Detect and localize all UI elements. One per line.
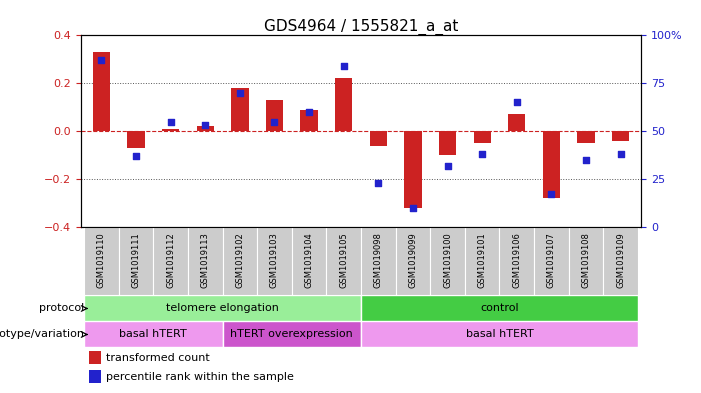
Bar (534, 227, 569, 296)
Bar (222, 227, 257, 296)
Bar (118, 227, 154, 296)
Bar (89, 370, 102, 383)
Point (130, 153, 142, 159)
Point (477, 151, 488, 157)
Text: genotype/variation: genotype/variation (0, 329, 84, 340)
Point (269, 118, 280, 125)
Bar (543, 131, 560, 198)
Text: GSM1019107: GSM1019107 (547, 233, 556, 288)
Bar (188, 227, 222, 296)
Text: transformed count: transformed count (106, 353, 210, 363)
Bar (154, 227, 188, 296)
Text: GSM1019108: GSM1019108 (582, 233, 590, 288)
Point (96, 57, 107, 63)
Text: GSM1019111: GSM1019111 (132, 233, 140, 288)
Bar (301, 110, 318, 131)
Text: GSM1019106: GSM1019106 (512, 233, 522, 288)
Title: GDS4964 / 1555821_a_at: GDS4964 / 1555821_a_at (264, 19, 458, 35)
Bar (361, 227, 395, 296)
Bar (569, 227, 604, 296)
Text: GSM1019112: GSM1019112 (166, 233, 175, 288)
Text: GSM1019098: GSM1019098 (374, 233, 383, 288)
Bar (508, 114, 526, 131)
Point (580, 157, 592, 163)
Point (546, 191, 557, 198)
Text: GSM1019099: GSM1019099 (409, 233, 417, 288)
Point (442, 163, 453, 169)
Point (511, 99, 522, 106)
Bar (84, 227, 118, 296)
Bar (231, 88, 249, 131)
Text: GSM1019113: GSM1019113 (200, 233, 210, 288)
Text: telomere elongation: telomere elongation (166, 303, 279, 314)
Bar (162, 129, 179, 131)
Bar (578, 131, 594, 143)
Bar (361, 321, 638, 347)
Bar (84, 321, 222, 347)
Bar (327, 227, 361, 296)
Text: control: control (480, 303, 519, 314)
Point (407, 205, 418, 211)
Text: GSM1019100: GSM1019100 (443, 233, 452, 288)
Bar (404, 131, 421, 208)
Bar (439, 131, 456, 155)
Text: GSM1019102: GSM1019102 (236, 233, 245, 288)
Text: GSM1019103: GSM1019103 (270, 233, 279, 288)
Text: basal hTERT: basal hTERT (119, 329, 187, 340)
Bar (84, 296, 361, 321)
Bar (500, 227, 534, 296)
Bar (430, 227, 465, 296)
Text: GSM1019110: GSM1019110 (97, 233, 106, 288)
Bar (369, 131, 387, 145)
Text: protocol: protocol (39, 303, 84, 314)
Bar (335, 79, 353, 131)
Text: GSM1019109: GSM1019109 (616, 233, 625, 288)
Text: basal hTERT: basal hTERT (465, 329, 533, 340)
Bar (128, 131, 144, 148)
Bar (222, 321, 361, 347)
Point (615, 151, 626, 157)
Text: hTERT overexpression: hTERT overexpression (231, 329, 353, 340)
Point (200, 122, 211, 129)
Bar (266, 100, 283, 131)
Bar (89, 351, 102, 364)
Text: GSM1019101: GSM1019101 (477, 233, 486, 288)
Bar (473, 131, 491, 143)
Bar (465, 227, 500, 296)
Bar (612, 131, 629, 141)
Bar (395, 227, 430, 296)
Text: GSM1019105: GSM1019105 (339, 233, 348, 288)
Point (165, 118, 176, 125)
Point (304, 109, 315, 115)
Text: GSM1019104: GSM1019104 (305, 233, 313, 288)
Bar (292, 227, 327, 296)
Point (234, 90, 245, 96)
Point (338, 63, 349, 69)
Bar (361, 296, 638, 321)
Bar (257, 227, 292, 296)
Bar (196, 127, 214, 131)
Point (373, 180, 384, 186)
Bar (604, 227, 638, 296)
Bar (93, 52, 110, 131)
Text: percentile rank within the sample: percentile rank within the sample (106, 372, 294, 382)
